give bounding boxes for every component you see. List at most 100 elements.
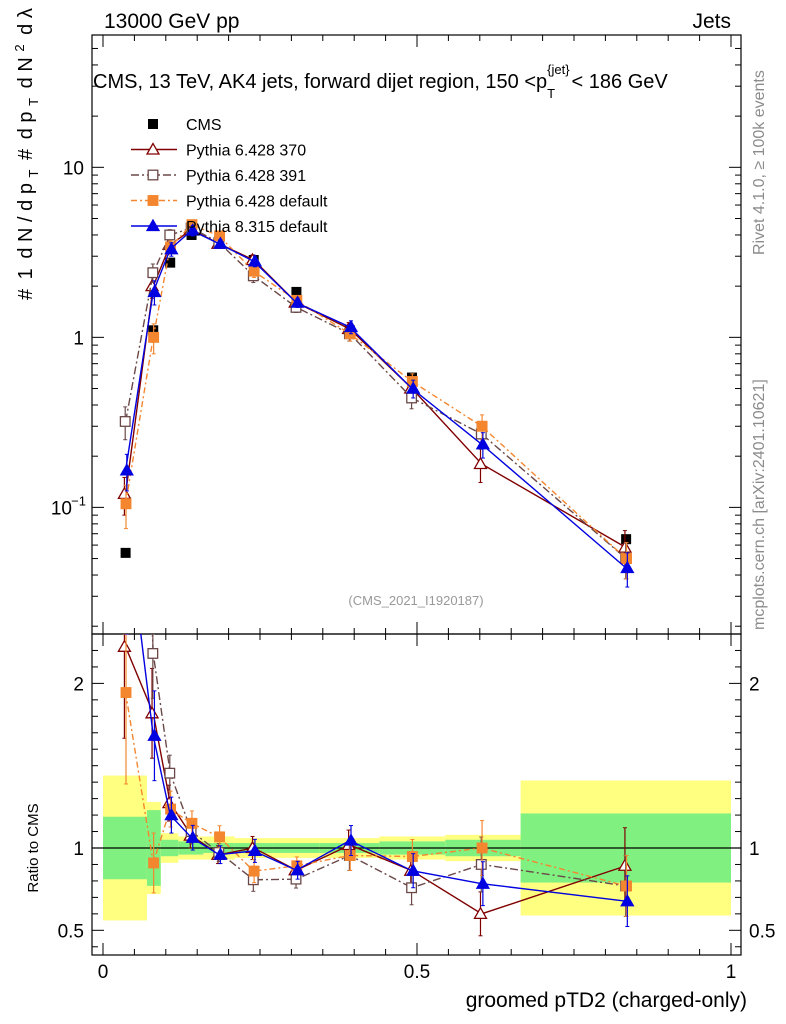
series-4-ratio-point	[164, 807, 179, 821]
series-4-point	[620, 560, 635, 574]
series-4-point	[213, 236, 228, 249]
y-tick-label: 10	[51, 498, 72, 519]
series-4-point	[185, 223, 200, 236]
cms-data-point	[165, 257, 176, 268]
series-3-line	[124, 223, 627, 560]
y-title-sup-2: 2	[12, 44, 27, 51]
y-tick-label-exponent: −1	[71, 493, 86, 508]
series-1-point	[617, 540, 633, 553]
series-2-point	[147, 267, 159, 279]
legend-label: Pythia 6.428 391	[186, 168, 306, 185]
series-4-ratio-point	[213, 847, 228, 860]
series-3-point	[248, 265, 260, 277]
chart-title: CMS, 13 TeV, AK4 jets, forward dijet reg…	[93, 62, 668, 101]
series-1-ratio-point	[144, 706, 160, 719]
ratio-tick-label-right: 1	[749, 839, 760, 860]
legend-marker	[147, 169, 159, 181]
chart-title-sub: T	[547, 86, 555, 101]
x-tick-label: 1	[726, 962, 737, 983]
ratio-tick-label: 2	[73, 674, 84, 695]
series-4-ratio-point	[620, 893, 635, 907]
ratio-axis-title: Ratio to CMS	[25, 803, 42, 892]
rivet-version-label: Rivet 4.1.0, ≥ 100k events	[751, 70, 768, 255]
series-2-point	[164, 229, 176, 241]
series-4-point	[164, 241, 179, 255]
series-3-ratio-point	[476, 842, 488, 854]
series-1-ratio-point	[117, 639, 132, 652]
legend-label: Pythia 6.428 default	[186, 194, 328, 211]
ratio-plot-area	[117, 634, 635, 937]
series-4-ratio-point	[147, 728, 162, 741]
ratio-tick-label: 0.5	[58, 921, 84, 942]
x-axis-title: groomed pTD2 (charged-only)	[466, 989, 747, 1012]
y-title-hash1: #	[15, 288, 37, 300]
series-4-ratio-point	[185, 830, 200, 843]
series-2-point	[119, 416, 131, 427]
header-left: 13000 GeV pp	[104, 10, 239, 33]
ratio-tick-label: 1	[73, 839, 84, 860]
series-4-point	[119, 463, 134, 476]
y-title-lambda: λ	[15, 8, 37, 18]
series-3-point	[120, 498, 132, 510]
legend-marker	[145, 218, 161, 232]
y-axis-title: # 1 d N / d p T # d p T d N 2 d λ	[7, 8, 43, 300]
analysis-watermark: (CMS_2021_I1920187)	[348, 593, 483, 608]
series-3-ratio-point	[621, 880, 632, 892]
y-title-hash2: #	[15, 148, 37, 160]
series-1-point	[473, 456, 488, 470]
series-2-line	[124, 227, 627, 560]
legend-marker	[145, 142, 161, 155]
series-3-ratio-point	[120, 687, 132, 698]
series-1-ratio-point	[473, 906, 488, 919]
legend-marker	[147, 195, 159, 206]
series-4-point	[147, 284, 162, 298]
series-3-point	[621, 553, 632, 565]
x-tick-label: 0.5	[404, 962, 430, 983]
series-4-ratio-point	[475, 876, 491, 889]
series-3-ratio-point	[406, 851, 418, 862]
legend-marker	[148, 119, 158, 129]
y-title-dn: d N / d p	[15, 183, 37, 259]
chart-title-sup: {jet}	[547, 62, 570, 77]
svg-text:# 1 d N / d p: # 1 d N / d p T # d p T d N 2 d λ	[7, 8, 43, 300]
series-3-ratio-point	[248, 865, 260, 877]
ratio-tick-label-right: 2	[749, 674, 760, 695]
legend-label: Pythia 8.315 default	[186, 219, 328, 236]
series-4-point	[343, 319, 359, 333]
series-4-ratio-point	[406, 863, 421, 876]
legend-label: CMS	[186, 117, 222, 134]
ratio-panel: 0 0.5 1 0.5 0.5 1 1 2 2	[58, 633, 775, 983]
y-tick-label: 10	[63, 158, 84, 179]
series-4-line	[124, 229, 627, 569]
series-2-ratio-line	[151, 634, 627, 889]
y-title-sub-t1: T	[26, 169, 41, 177]
cms-data-point	[291, 286, 302, 297]
series-1-ratio-point	[617, 858, 633, 871]
cms-data-point	[120, 547, 131, 558]
header-right: Jets	[692, 10, 731, 33]
chart-title-end: < 186 GeV	[572, 71, 669, 93]
series-3-ratio-line	[124, 692, 627, 887]
y-tick-label: 1	[73, 328, 84, 349]
series-2-ratio-point	[475, 859, 487, 870]
series-2-ratio-point	[147, 648, 159, 659]
ratio-tick-label-right: 0.5	[749, 921, 775, 942]
series-4-point	[475, 436, 491, 450]
series-1-line	[124, 228, 627, 549]
series-3-ratio-point	[186, 817, 198, 829]
chart-title-main: CMS, 13 TeV, AK4 jets, forward dijet reg…	[93, 71, 547, 93]
series-3-ratio-point	[214, 831, 226, 843]
series-3-ratio-point	[148, 857, 160, 869]
series-4-ratio-point	[343, 833, 359, 846]
series-4-point	[406, 381, 421, 394]
series-4-ratio-point	[247, 843, 263, 857]
y-title-one: 1	[15, 268, 37, 279]
y-title-d2: d	[15, 24, 37, 35]
series-4-point	[290, 295, 305, 308]
legend: CMS Pythia 6.428 370 Pythia 6.428 391 Pythi…	[131, 117, 328, 236]
y-title-d: d	[15, 77, 37, 88]
x-tick-label: 0	[98, 962, 109, 983]
series-4-point	[247, 254, 263, 267]
